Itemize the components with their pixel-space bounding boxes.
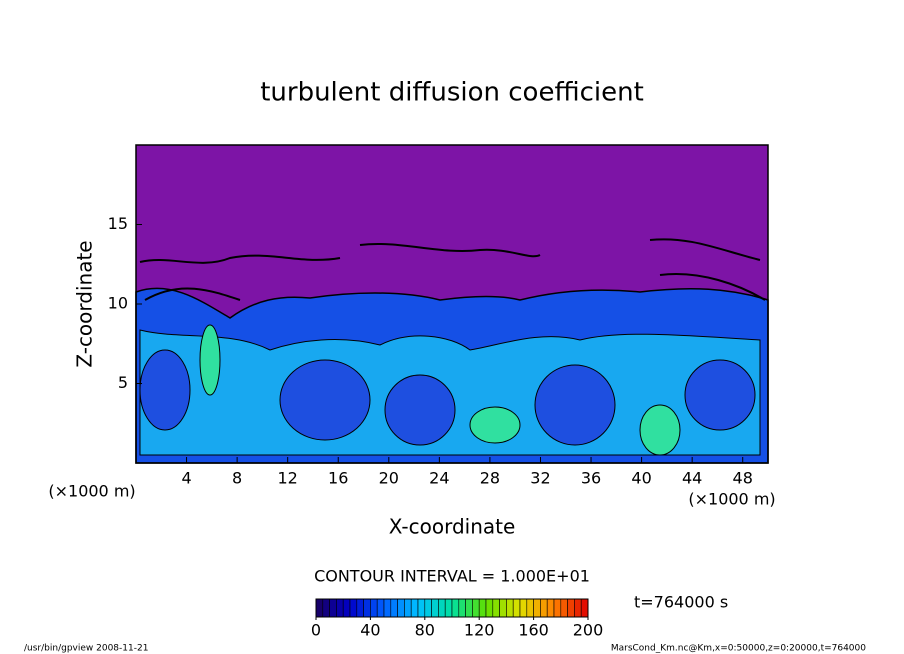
colorbar-swatch <box>322 598 330 618</box>
field-region <box>639 404 681 456</box>
colorbar-swatch <box>349 598 358 618</box>
colorbar-swatch <box>526 598 534 618</box>
colorbar-tick-label: 0 <box>311 621 321 640</box>
colorbar-swatch <box>499 598 507 618</box>
colorbar-swatch <box>315 598 324 618</box>
colorbar-swatch <box>336 598 344 618</box>
x-tick-label: 40 <box>631 469 651 488</box>
colorbar-swatch <box>580 598 589 618</box>
colorbar-swatch <box>370 598 378 618</box>
x-unit: (×1000 m) <box>688 490 775 509</box>
colorbar-swatch <box>574 598 582 618</box>
x-tick-label: 24 <box>429 469 449 488</box>
colorbar-swatch <box>383 598 392 618</box>
field-region <box>139 349 191 431</box>
colorbar-swatch <box>390 598 398 618</box>
colorbar-swatch <box>410 598 419 618</box>
time-label: t=764000 s <box>634 593 728 612</box>
field-region <box>384 374 456 446</box>
colorbar-swatch <box>356 598 364 618</box>
colorbar-swatch <box>465 598 473 618</box>
colorbar-tick-label: 200 <box>573 621 604 640</box>
colorbar-swatch <box>506 598 514 618</box>
x-tick-label: 16 <box>328 469 348 488</box>
colorbar-swatch <box>397 598 405 618</box>
colorbar-swatch <box>417 598 426 618</box>
y-tick-label: 5 <box>118 373 128 392</box>
colorbar-swatch <box>478 598 487 618</box>
colorbar-tick-label: 160 <box>518 621 549 640</box>
colorbar-frame <box>315 598 589 618</box>
footer-left: /usr/bin/gpview 2008-11-21 <box>24 644 148 654</box>
colorbar-swatch <box>553 598 562 618</box>
colorbar-swatch <box>519 598 528 618</box>
footer-right: MarsCond_Km.nc@Km,x=0:50000,z=0:20000,t=… <box>611 644 866 654</box>
contour-line <box>139 238 766 301</box>
x-tick-label: 48 <box>733 469 753 488</box>
y-tick-label: 10 <box>108 294 128 313</box>
colorbar-swatch <box>329 598 337 618</box>
field-region <box>684 359 756 431</box>
x-axis-title: X-coordinate <box>389 515 516 539</box>
colorbar-swatch <box>458 598 466 618</box>
x-unit: (×1000 m) <box>48 482 135 501</box>
x-tick-label: 44 <box>682 469 702 488</box>
field-region <box>199 324 221 396</box>
colorbar-swatch <box>404 598 412 618</box>
colorbar-swatch <box>540 598 548 618</box>
field <box>135 144 769 464</box>
field-region <box>279 359 371 441</box>
colorbar-swatch <box>451 598 460 618</box>
colorbar-swatch <box>363 598 371 618</box>
x-tick-label: 8 <box>232 469 242 488</box>
y-axis-title: Z-coordinate <box>73 240 97 367</box>
colorbar-tick-label: 40 <box>360 621 380 640</box>
x-tick-label: 20 <box>379 469 399 488</box>
x-tick-label: 28 <box>480 469 500 488</box>
colorbar-swatch <box>431 598 439 618</box>
colorbar-swatch <box>342 598 351 618</box>
contour-interval: CONTOUR INTERVAL = 1.000E+01 <box>314 567 590 586</box>
colorbar-swatch <box>567 598 575 618</box>
colorbar-swatch <box>492 598 500 618</box>
colorbar-swatch <box>512 598 521 618</box>
colorbar-swatch <box>424 598 432 618</box>
colorbar-tick-label: 120 <box>464 621 495 640</box>
colorbar-swatch <box>376 598 385 618</box>
colorbar-swatch <box>485 598 494 618</box>
x-tick-label: 32 <box>530 469 550 488</box>
colorbar-swatch <box>438 598 446 618</box>
x-tick-label: 12 <box>278 469 298 488</box>
colorbar-swatch <box>546 598 555 618</box>
x-tick-label: 36 <box>581 469 601 488</box>
y-tick-label: 15 <box>108 214 128 233</box>
colorbar-swatch <box>533 598 541 618</box>
x-tick-label: 4 <box>181 469 191 488</box>
colorbar-swatch <box>560 598 568 618</box>
field-region <box>534 364 616 446</box>
colorbar-swatch <box>444 598 453 618</box>
field-region <box>469 406 521 444</box>
colorbar-tick-label: 80 <box>415 621 435 640</box>
colorbar-swatch <box>472 598 480 618</box>
chart-title: turbulent diffusion coefficient <box>260 78 644 108</box>
